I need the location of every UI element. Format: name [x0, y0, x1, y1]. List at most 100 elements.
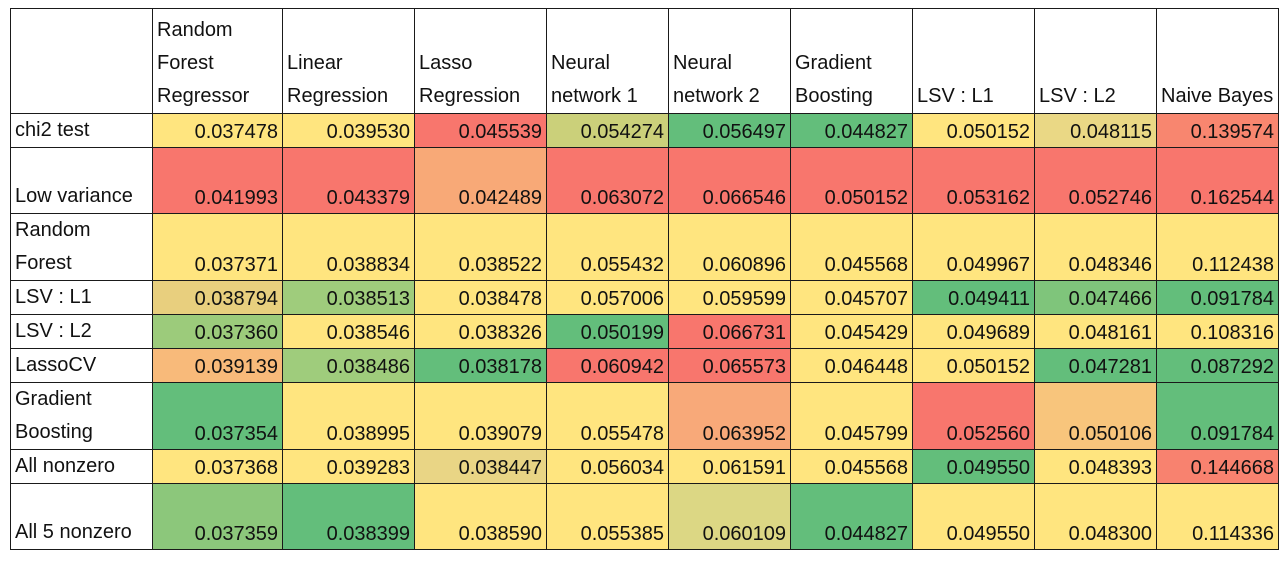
- heatmap-cell: 0.037368: [152, 449, 283, 484]
- heatmap-cell: 0.044827: [790, 483, 913, 550]
- heatmap-cell: 0.045568: [790, 449, 913, 484]
- heatmap-cell: 0.045429: [790, 314, 913, 349]
- heatmap-cell: 0.048161: [1034, 314, 1157, 349]
- column-header: LSV : L1: [912, 8, 1035, 114]
- heatmap-cell: 0.050152: [912, 113, 1035, 148]
- heatmap-cell: 0.038399: [282, 483, 415, 550]
- table-row: LSV : L2 0.037360 0.038546 0.038326 0.050199…: [10, 314, 1279, 349]
- heatmap-cell: 0.049689: [912, 314, 1035, 349]
- heatmap-cell: 0.066546: [668, 147, 791, 214]
- heatmap-cell: 0.043379: [282, 147, 415, 214]
- results-heatmap-table: Random Forest Regressor Linear Regression…: [10, 8, 1279, 550]
- heatmap-cell: 0.059599: [668, 280, 791, 315]
- column-header: Neural network 2: [668, 8, 791, 114]
- heatmap-cell: 0.038513: [282, 280, 415, 315]
- heatmap-cell: 0.112438: [1156, 213, 1279, 281]
- heatmap-cell: 0.048115: [1034, 113, 1157, 148]
- table-row: LassoCV 0.039139 0.038486 0.038178 0.060942 0…: [10, 348, 1279, 383]
- row-label: All 5 nonzero: [10, 483, 153, 550]
- row-label: LassoCV: [10, 348, 153, 383]
- heatmap-cell: 0.065573: [668, 348, 791, 383]
- heatmap-cell: 0.048346: [1034, 213, 1157, 281]
- heatmap-cell: 0.047281: [1034, 348, 1157, 383]
- heatmap-cell: 0.060109: [668, 483, 791, 550]
- heatmap-cell: 0.053162: [912, 147, 1035, 214]
- column-header: Neural network 1: [546, 8, 669, 114]
- heatmap-cell: 0.041993: [152, 147, 283, 214]
- heatmap-cell: 0.055432: [546, 213, 669, 281]
- heatmap-cell: 0.050199: [546, 314, 669, 349]
- heatmap-cell: 0.056034: [546, 449, 669, 484]
- heatmap-cell: 0.039139: [152, 348, 283, 383]
- table-row: Gradient Boosting 0.037354 0.038995 0.03907…: [10, 382, 1279, 450]
- header-row: Random Forest Regressor Linear Regression…: [10, 8, 1279, 114]
- heatmap-cell: 0.038326: [414, 314, 547, 349]
- table-row: Random Forest 0.037371 0.038834 0.038522 0.0…: [10, 213, 1279, 281]
- heatmap-cell: 0.144668: [1156, 449, 1279, 484]
- heatmap-cell: 0.060942: [546, 348, 669, 383]
- heatmap-cell: 0.038486: [282, 348, 415, 383]
- heatmap-cell: 0.037354: [152, 382, 283, 450]
- heatmap-cell: 0.038794: [152, 280, 283, 315]
- heatmap-cell: 0.038522: [414, 213, 547, 281]
- heatmap-cell: 0.057006: [546, 280, 669, 315]
- heatmap-cell: 0.061591: [668, 449, 791, 484]
- heatmap-cell: 0.087292: [1156, 348, 1279, 383]
- heatmap-cell: 0.037371: [152, 213, 283, 281]
- row-label: Random Forest: [10, 213, 153, 281]
- column-header: Naive Bayes: [1156, 8, 1279, 114]
- heatmap-cell: 0.054274: [546, 113, 669, 148]
- heatmap-cell: 0.049411: [912, 280, 1035, 315]
- heatmap-cell: 0.056497: [668, 113, 791, 148]
- heatmap-cell: 0.049550: [912, 483, 1035, 550]
- heatmap-cell: 0.038995: [282, 382, 415, 450]
- row-label: chi2 test: [10, 113, 153, 148]
- heatmap-cell: 0.045539: [414, 113, 547, 148]
- table-row: LSV : L1 0.038794 0.038513 0.038478 0.057006…: [10, 280, 1279, 315]
- heatmap-cell: 0.045568: [790, 213, 913, 281]
- table-row: All nonzero 0.037368 0.039283 0.038447 0.056…: [10, 449, 1279, 484]
- heatmap-cell: 0.038178: [414, 348, 547, 383]
- heatmap-cell: 0.108316: [1156, 314, 1279, 349]
- heatmap-cell: 0.052560: [912, 382, 1035, 450]
- heatmap-cell: 0.063952: [668, 382, 791, 450]
- heatmap-cell: 0.050152: [790, 147, 913, 214]
- heatmap-cell: 0.037478: [152, 113, 283, 148]
- heatmap-cell: 0.052746: [1034, 147, 1157, 214]
- heatmap-cell: 0.048393: [1034, 449, 1157, 484]
- heatmap-cell: 0.037360: [152, 314, 283, 349]
- row-label: Gradient Boosting: [10, 382, 153, 450]
- heatmap-cell: 0.044827: [790, 113, 913, 148]
- heatmap-cell: 0.050152: [912, 348, 1035, 383]
- heatmap-cell: 0.037359: [152, 483, 283, 550]
- heatmap-cell: 0.038590: [414, 483, 547, 550]
- heatmap-cell: 0.048300: [1034, 483, 1157, 550]
- row-label: All nonzero: [10, 449, 153, 484]
- heatmap-cell: 0.038834: [282, 213, 415, 281]
- heatmap-cell: 0.042489: [414, 147, 547, 214]
- heatmap-cell: 0.139574: [1156, 113, 1279, 148]
- heatmap-cell: 0.039530: [282, 113, 415, 148]
- corner-cell: [10, 8, 153, 114]
- heatmap-cell: 0.046448: [790, 348, 913, 383]
- row-label: Low variance: [10, 147, 153, 214]
- column-header: Lasso Regression: [414, 8, 547, 114]
- heatmap-cell: 0.038447: [414, 449, 547, 484]
- heatmap-cell: 0.066731: [668, 314, 791, 349]
- column-header: Random Forest Regressor: [152, 8, 283, 114]
- heatmap-cell: 0.050106: [1034, 382, 1157, 450]
- heatmap-cell: 0.047466: [1034, 280, 1157, 315]
- heatmap-cell: 0.038546: [282, 314, 415, 349]
- heatmap-cell: 0.038478: [414, 280, 547, 315]
- row-label: LSV : L2: [10, 314, 153, 349]
- heatmap-cell: 0.055385: [546, 483, 669, 550]
- heatmap-cell: 0.049550: [912, 449, 1035, 484]
- heatmap-cell: 0.039079: [414, 382, 547, 450]
- heatmap-cell: 0.091784: [1156, 280, 1279, 315]
- column-header: LSV : L2: [1034, 8, 1157, 114]
- heatmap-cell: 0.045799: [790, 382, 913, 450]
- heatmap-cell: 0.114336: [1156, 483, 1279, 550]
- heatmap-cell: 0.049967: [912, 213, 1035, 281]
- heatmap-cell: 0.063072: [546, 147, 669, 214]
- column-header: Gradient Boosting: [790, 8, 913, 114]
